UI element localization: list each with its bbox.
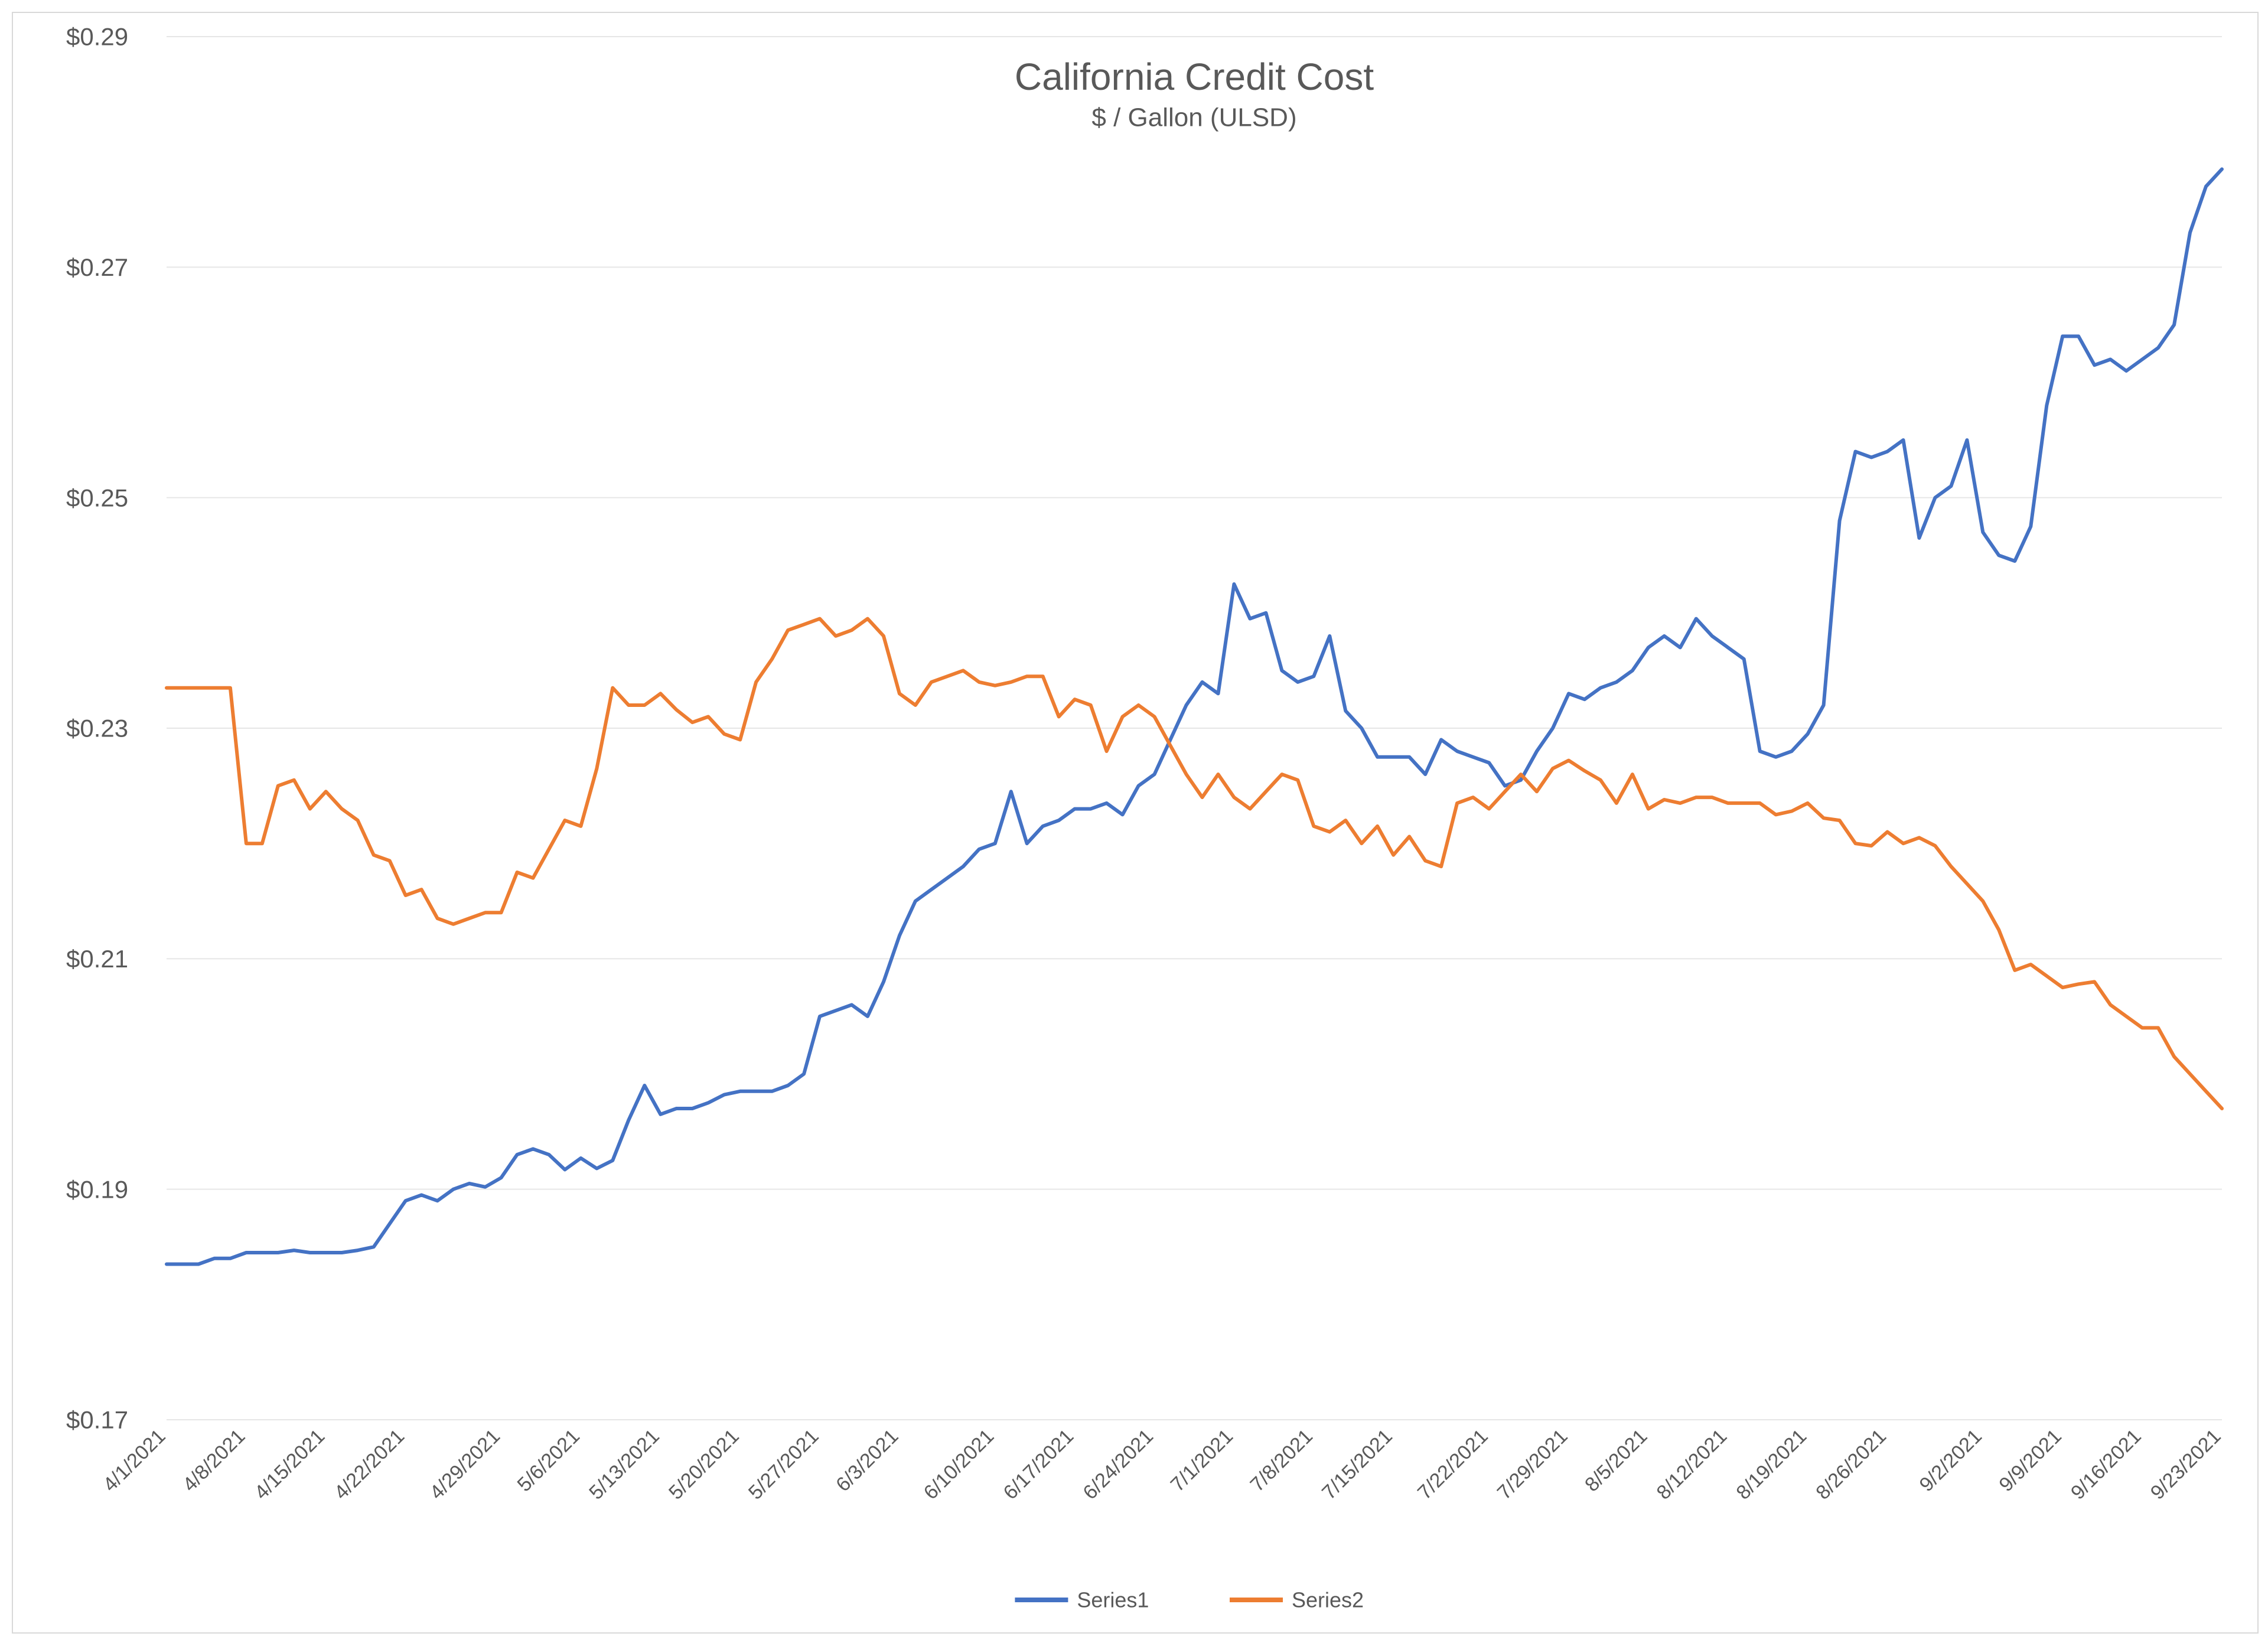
x-tick-label: 6/17/2021 [999, 1425, 1078, 1504]
x-tick-label: 4/29/2021 [425, 1425, 504, 1504]
chart-title: California Credit Cost [1015, 56, 1374, 98]
y-tick-label: $0.21 [66, 945, 128, 973]
x-tick-label: 8/26/2021 [1811, 1425, 1891, 1504]
x-tick-label: 7/22/2021 [1413, 1425, 1493, 1504]
x-tick-label: 9/23/2021 [2146, 1425, 2225, 1504]
y-tick-label: $0.29 [66, 23, 128, 51]
x-tick-label: 4/22/2021 [330, 1425, 409, 1504]
x-tick-label: 8/19/2021 [1732, 1425, 1811, 1504]
y-tick-label: $0.27 [66, 253, 128, 281]
x-tick-label: 7/8/2021 [1246, 1425, 1317, 1496]
x-tick-label: 6/3/2021 [832, 1425, 902, 1496]
x-tick-label: 5/6/2021 [513, 1425, 584, 1496]
chart-subtitle: $ / Gallon (ULSD) [1091, 103, 1296, 132]
y-tick-label: $0.23 [66, 715, 128, 742]
x-tick-label: 7/29/2021 [1493, 1425, 1572, 1504]
legend-label: Series1 [1077, 1588, 1149, 1612]
legend-label: Series2 [1292, 1588, 1364, 1612]
x-tick-label: 9/16/2021 [2067, 1425, 2146, 1504]
x-tick-label: 5/13/2021 [585, 1425, 664, 1504]
x-tick-label: 9/9/2021 [1995, 1425, 2065, 1496]
x-tick-label: 5/27/2021 [744, 1425, 823, 1504]
x-tick-label: 5/20/2021 [664, 1425, 744, 1504]
x-tick-label: 8/5/2021 [1581, 1425, 1651, 1496]
x-tick-label: 4/15/2021 [250, 1425, 330, 1504]
x-tick-label: 4/8/2021 [178, 1425, 249, 1496]
x-tick-label: 7/1/2021 [1166, 1425, 1237, 1496]
series-line-1 [167, 169, 2222, 1264]
chart-container: $0.17 $0.19 $0.21 $0.23 $0.25 $0.27 $0.29 4/1/2… [12, 12, 2259, 1634]
chart-wrapper: $0.17 $0.19 $0.21 $0.23 $0.25 $0.27 $0.29 4/1/2… [0, 0, 2268, 1643]
x-tick-label: 8/12/2021 [1653, 1425, 1732, 1504]
x-tick-label: 9/2/2021 [1915, 1425, 1986, 1496]
x-tick-label: 4/1/2021 [99, 1425, 170, 1496]
y-tick-label: $0.17 [66, 1406, 128, 1434]
x-tick-label: 6/10/2021 [920, 1425, 999, 1504]
y-tick-label: $0.19 [66, 1175, 128, 1203]
x-tick-label: 6/24/2021 [1078, 1425, 1158, 1504]
chart-svg: $0.17 $0.19 $0.21 $0.23 $0.25 $0.27 $0.29 4/1/2… [13, 13, 2257, 1632]
x-tick-label: 7/15/2021 [1318, 1425, 1397, 1504]
y-tick-label: $0.25 [66, 484, 128, 511]
